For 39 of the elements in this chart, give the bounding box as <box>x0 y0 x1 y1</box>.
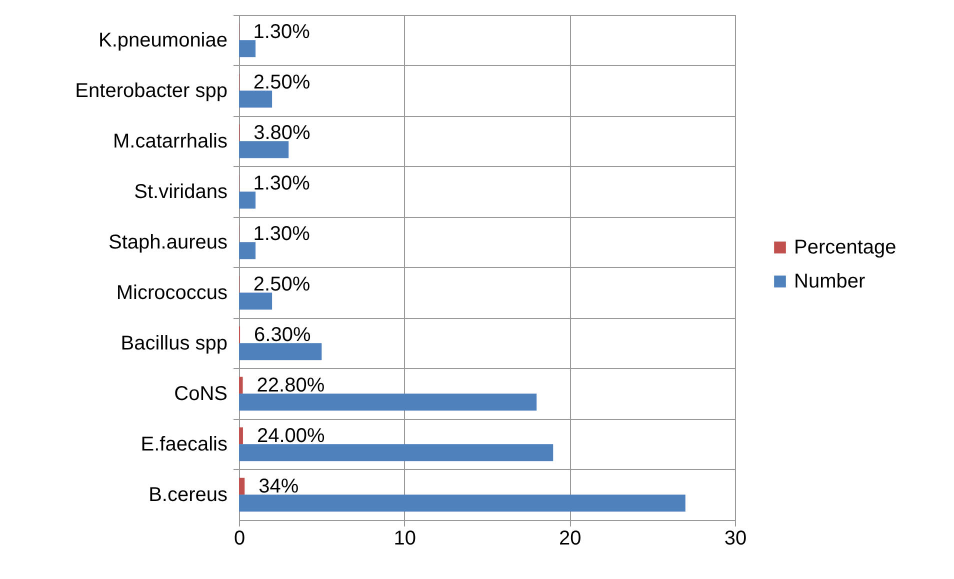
data-label: 22.80% <box>256 374 325 396</box>
y-tick-label: B.cereus <box>148 484 228 506</box>
x-tick-label: 20 <box>559 528 582 550</box>
legend-label: Number <box>794 270 866 292</box>
legend-label: Percentage <box>794 236 896 258</box>
y-tick-label: K.pneumoniae <box>98 29 228 52</box>
bar <box>239 444 554 462</box>
y-tick-label: Bacillus spp <box>120 332 228 354</box>
data-label: 1.30% <box>253 222 310 245</box>
y-tick-label: Staph.aureus <box>108 231 228 254</box>
bar <box>239 343 322 360</box>
data-label: 1.30% <box>253 20 310 43</box>
data-label: 3.80% <box>254 122 311 144</box>
x-tick-label: 0 <box>234 528 246 550</box>
data-label: 2.50% <box>253 273 310 296</box>
data-label: 6.30% <box>254 324 311 346</box>
x-tick-label: 10 <box>394 528 416 550</box>
bar <box>239 376 243 394</box>
data-label: 2.50% <box>253 71 310 94</box>
y-tick-label: Enterobacter spp <box>75 80 228 102</box>
bar <box>239 494 686 512</box>
bar <box>239 40 256 58</box>
y-tick-label: St.viridans <box>134 180 228 203</box>
bar <box>239 141 289 158</box>
bar <box>239 192 256 209</box>
bar <box>239 90 272 108</box>
bar <box>239 427 243 444</box>
y-tick-label: CoNS <box>174 382 228 405</box>
data-label: 1.30% <box>253 172 310 194</box>
data-label: 24.00% <box>256 424 326 447</box>
y-tick-label: E.faecalis <box>140 433 228 456</box>
bar <box>239 292 272 310</box>
bar <box>239 242 256 260</box>
x-tick-label: 30 <box>724 528 747 550</box>
y-tick-label: Micrococcus <box>116 282 228 304</box>
y-tick-label: M.catarrhalis <box>113 130 228 152</box>
bar <box>239 394 537 411</box>
bar <box>239 478 245 495</box>
data-label: 34% <box>258 475 299 498</box>
